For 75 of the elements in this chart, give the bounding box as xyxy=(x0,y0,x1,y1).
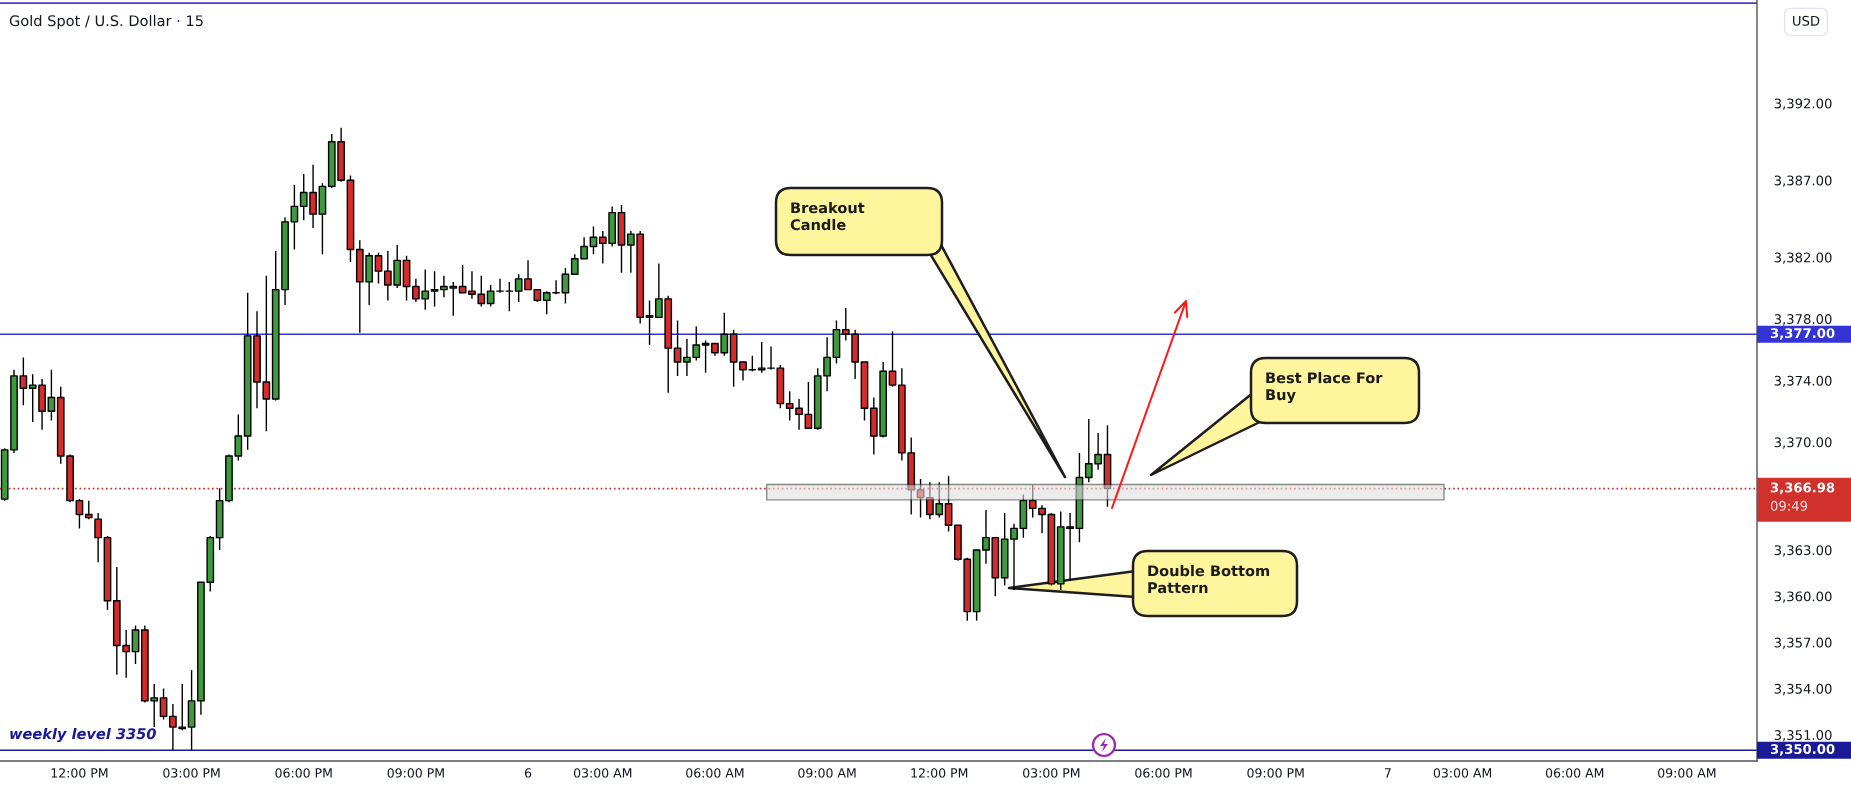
y-tick-label: 3,360.00 xyxy=(1774,591,1832,603)
y-tick-label: 3,351.00 xyxy=(1774,730,1832,742)
candlestick xyxy=(1075,452,1084,543)
candlestick xyxy=(823,336,831,392)
candlestick xyxy=(617,204,626,274)
x-tick-label: 06:00 PM xyxy=(275,768,332,778)
candlestick xyxy=(159,687,168,721)
candlestick xyxy=(888,330,897,388)
text: Gold Spot / U.S. Dollar · 15 xyxy=(9,14,203,30)
y-tick-label: 3,374.00 xyxy=(1774,375,1832,388)
x-tick-label: 06:00 AM xyxy=(686,768,744,778)
x-tick-label: 06:00 AM xyxy=(1545,768,1604,778)
candlestick xyxy=(402,255,411,302)
candlestick xyxy=(94,512,103,563)
x-tick-label: 6 xyxy=(524,768,532,778)
annotation: Best Place For Buy xyxy=(1266,372,1383,404)
candlestick xyxy=(346,174,355,263)
x-tick-label: 03:00 PM xyxy=(1023,768,1080,778)
y-tick-label: 3,357.00 xyxy=(1774,637,1832,649)
candlestick xyxy=(131,624,140,665)
candlestick xyxy=(748,355,757,372)
y-tick-label: 3,392.00 xyxy=(1774,98,1832,110)
candlestick xyxy=(75,498,84,530)
y-tick-label: 3,370.00 xyxy=(1774,437,1832,449)
candlestick xyxy=(701,339,710,374)
candlestick xyxy=(804,381,813,429)
y-axis-title: USD xyxy=(1793,15,1820,26)
x-tick-label: 09:00 AM xyxy=(1658,768,1716,778)
candlestick xyxy=(215,487,224,551)
candlestick xyxy=(645,299,654,346)
y-tick-label: 3,354.00 xyxy=(1774,683,1832,696)
candlestick xyxy=(813,367,822,431)
candlestick xyxy=(832,319,841,365)
annotation: weekly level 3350 xyxy=(10,727,156,743)
candlestick xyxy=(505,281,514,312)
candlestick xyxy=(430,270,439,308)
ref-line-label: 3,377.00 xyxy=(1770,328,1835,340)
candlestick xyxy=(533,288,542,303)
candlestick xyxy=(318,182,327,255)
candlestick xyxy=(374,251,383,285)
candlestick xyxy=(84,499,93,520)
candlestick xyxy=(187,669,196,751)
candlestick xyxy=(0,447,9,502)
candlestick xyxy=(561,267,570,305)
candlestick xyxy=(860,361,869,422)
x-tick-label: 06:00 PM xyxy=(1135,768,1192,778)
annotation: Breakout Candle xyxy=(790,202,865,231)
x-tick-label: 12:00 PM xyxy=(911,768,968,778)
annotation: Double Bottom Pattern xyxy=(1148,565,1270,594)
y-tick-label: 3,382.00 xyxy=(1774,252,1832,264)
candlestick xyxy=(795,398,803,431)
candlestick xyxy=(1047,512,1056,587)
ref-line-label: 3,366.98 xyxy=(1770,482,1835,495)
text: 09:49 xyxy=(1770,500,1808,511)
y-tick-label: 3,378.00 xyxy=(1774,314,1832,326)
candlestick xyxy=(673,319,682,377)
candlestick xyxy=(1103,424,1112,508)
x-tick-label: 7 xyxy=(1384,768,1391,778)
candlestick xyxy=(1019,493,1028,539)
candlestick xyxy=(103,535,112,611)
x-tick-label: 03:00 AM xyxy=(573,768,632,778)
x-tick-label: 03:00 PM xyxy=(163,768,220,778)
x-tick-label: 09:00 PM xyxy=(1247,768,1304,778)
x-tick-label: 09:00 PM xyxy=(387,768,444,778)
ref-line-label: 3,350.00 xyxy=(1770,744,1835,756)
x-tick-label: 03:00 AM xyxy=(1433,768,1492,778)
x-tick-label: 09:00 AM xyxy=(798,768,856,778)
candlestick xyxy=(290,184,299,251)
y-tick-label: 3,387.00 xyxy=(1774,175,1832,187)
candlestick xyxy=(785,390,794,422)
candlestick xyxy=(458,264,467,294)
x-tick-label: 12:00 PM xyxy=(51,768,108,778)
candlestick xyxy=(589,225,598,255)
y-tick-label: 3,363.00 xyxy=(1774,545,1832,557)
candlestick xyxy=(47,369,56,422)
